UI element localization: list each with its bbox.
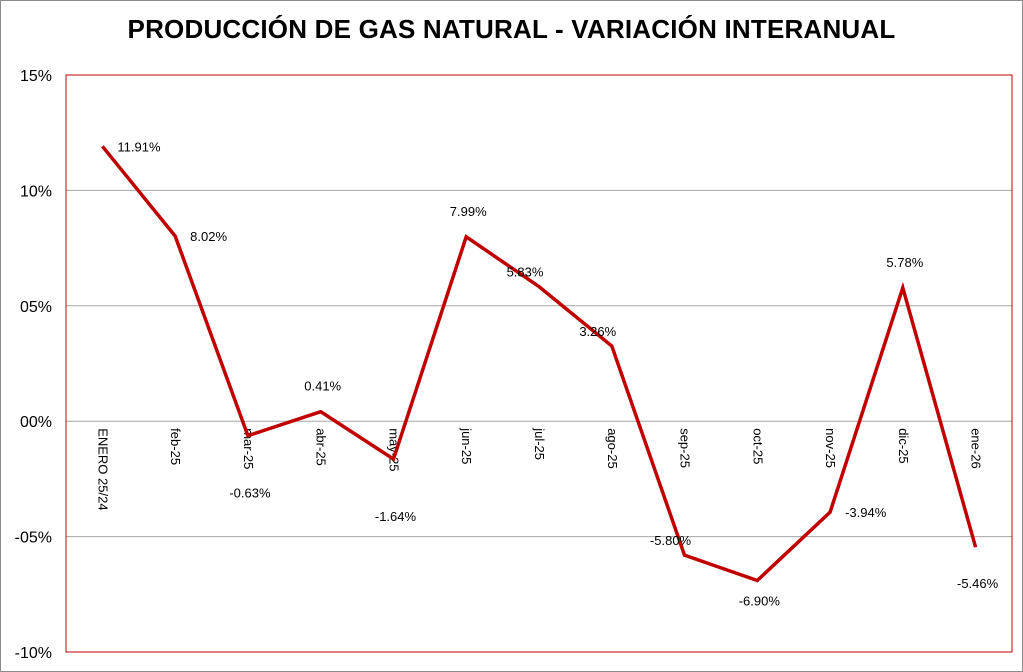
y-tick-label: -10% <box>15 645 52 662</box>
chart-title: PRODUCCIÓN DE GAS NATURAL - VARIACIÓN IN… <box>127 14 896 44</box>
data-label: 0.41% <box>304 379 341 394</box>
data-label: -0.63% <box>229 486 271 501</box>
x-tick-label: ago-25 <box>605 428 620 468</box>
x-tick-label: oct-25 <box>750 428 765 464</box>
y-tick-label: 05% <box>20 299 52 316</box>
data-label: 3.26% <box>579 324 616 339</box>
series-line <box>101 145 978 583</box>
y-tick-label: 15% <box>20 68 52 85</box>
x-tick-label: dic-25 <box>896 428 911 463</box>
gridlines <box>66 189 1012 538</box>
x-axis-ticks: ENERO 25/24 feb-25 mar-25 abr-25 may-25 jun-2… <box>95 427 983 510</box>
data-label: 11.91% <box>117 139 161 154</box>
x-tick-label: mar-25 <box>241 428 256 469</box>
data-label: 5.83% <box>507 265 544 280</box>
x-tick-label: feb-25 <box>168 428 183 465</box>
x-tick-label: ene-26 <box>969 428 984 468</box>
x-tick-label: ENERO 25/24 <box>95 428 110 510</box>
y-tick-label: 10% <box>20 183 52 200</box>
x-tick-label: abr-25 <box>314 428 329 466</box>
y-tick-label: 00% <box>20 414 52 431</box>
data-label: -5.80% <box>650 533 692 548</box>
data-label: 7.99% <box>450 204 487 219</box>
data-label: -3.94% <box>845 505 887 520</box>
y-axis-ticks: 15% 10% 05% 00% -05% -10% <box>15 68 52 662</box>
x-tick-label: sep-25 <box>678 428 693 468</box>
x-tick-label: may-25 <box>386 428 401 471</box>
plot-area <box>65 74 1013 653</box>
data-label: -6.90% <box>739 593 781 608</box>
x-tick-label: nov-25 <box>823 428 838 468</box>
data-label: -1.64% <box>375 509 417 524</box>
data-label: -5.46% <box>957 576 999 591</box>
data-labels: 11.91% 8.02% -0.63% 0.41% -1.64% 7.99% 5.83% 3.… <box>117 139 998 608</box>
data-label: 5.78% <box>886 255 923 270</box>
x-tick-label: jul-25 <box>532 427 547 460</box>
x-tick-label: jun-25 <box>459 427 474 464</box>
data-label: 8.02% <box>190 229 227 244</box>
y-tick-label: -05% <box>15 530 52 547</box>
